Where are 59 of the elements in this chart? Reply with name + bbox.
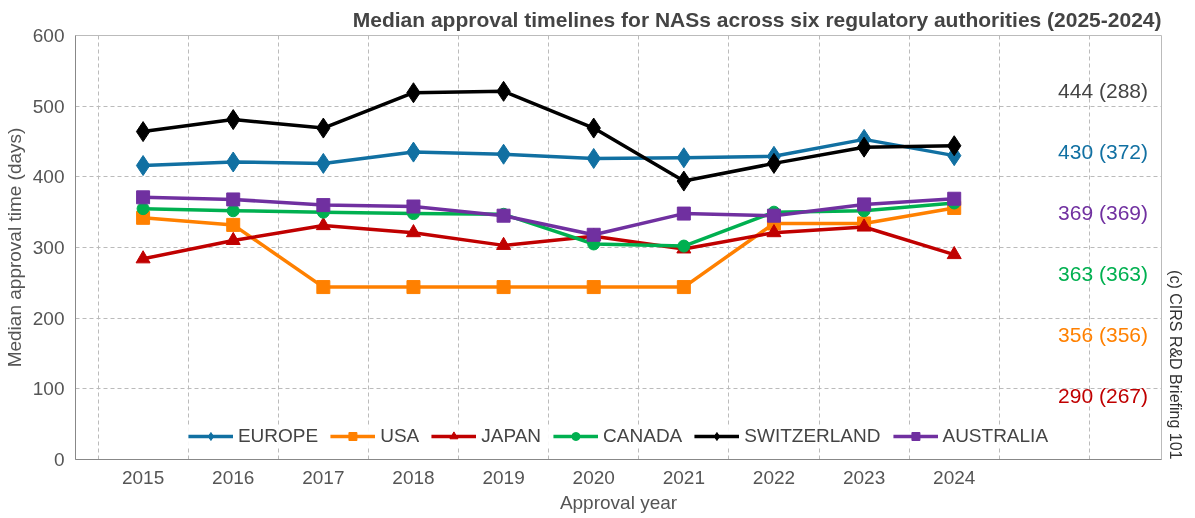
y-tick-label: 200 bbox=[32, 307, 65, 329]
y-tick-label: 400 bbox=[32, 166, 65, 188]
point bbox=[857, 197, 872, 212]
point bbox=[136, 190, 151, 205]
point bbox=[226, 217, 241, 232]
point bbox=[316, 198, 331, 213]
x-tick-label: 2017 bbox=[302, 466, 345, 488]
x-tick-label: 2018 bbox=[392, 466, 435, 488]
legend-label: USA bbox=[380, 425, 420, 447]
y-tick-label: 600 bbox=[32, 25, 65, 46]
point bbox=[226, 192, 241, 207]
legend-label: AUSTRALIA bbox=[942, 425, 1049, 447]
point bbox=[316, 280, 331, 295]
point bbox=[856, 136, 872, 158]
text: 290 (267) bbox=[1058, 384, 1148, 408]
point bbox=[405, 224, 421, 238]
point bbox=[586, 280, 601, 295]
point bbox=[676, 280, 691, 295]
point bbox=[496, 280, 511, 295]
text: 369 (369) bbox=[1058, 201, 1148, 225]
point bbox=[676, 147, 692, 169]
point bbox=[766, 224, 782, 238]
x-tick-label: 2022 bbox=[752, 466, 796, 488]
point bbox=[135, 155, 151, 177]
x-tick-label: 2016 bbox=[212, 466, 255, 488]
point bbox=[136, 202, 150, 216]
y-axis-title: Median approval time (days) bbox=[3, 127, 25, 368]
point bbox=[406, 280, 421, 295]
x-axis-title: Approval year bbox=[559, 491, 678, 513]
y-tick-label: 300 bbox=[32, 237, 65, 258]
text: (c) CIRS R&D Briefing 101 bbox=[1166, 270, 1184, 460]
legend-label: JAPAN bbox=[481, 425, 542, 447]
text: 356 (356) bbox=[1058, 323, 1148, 347]
text: 444 (288) bbox=[1058, 79, 1148, 103]
point bbox=[315, 217, 331, 231]
y-tick-label: 500 bbox=[32, 95, 65, 117]
y-tick-label: 100 bbox=[32, 378, 65, 400]
text: 430 (372) bbox=[1058, 140, 1148, 164]
legend-label: SWITZERLAND bbox=[744, 425, 881, 447]
point bbox=[766, 152, 782, 174]
x-tick-label: 2021 bbox=[662, 466, 705, 488]
point bbox=[947, 191, 962, 206]
point bbox=[406, 199, 421, 214]
point bbox=[676, 170, 692, 192]
chart-title: Median approval timelines for NASs across six regulatory authorities (2025-2024) bbox=[352, 7, 1162, 31]
point bbox=[676, 206, 691, 221]
x-tick-label: 2020 bbox=[572, 466, 615, 488]
point bbox=[135, 121, 151, 143]
text: 363 (363) bbox=[1058, 262, 1148, 286]
point bbox=[766, 208, 781, 223]
x-tick-label: 2023 bbox=[842, 466, 886, 488]
point bbox=[946, 245, 962, 260]
y-tick-label: 0 bbox=[53, 449, 65, 470]
x-tick-label: 2024 bbox=[933, 466, 976, 488]
point bbox=[135, 250, 151, 264]
legend-label: EUROPE bbox=[237, 425, 319, 447]
legend-label: CANADA bbox=[603, 425, 683, 447]
x-tick-label: 2015 bbox=[121, 466, 165, 488]
x-tick-label: 2019 bbox=[482, 466, 525, 488]
